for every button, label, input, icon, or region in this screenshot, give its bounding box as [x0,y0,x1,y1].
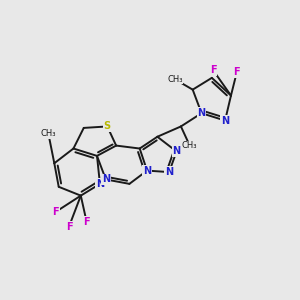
Text: CH₃: CH₃ [182,141,197,150]
Text: F: F [66,222,72,232]
Text: CH₃: CH₃ [167,75,183,84]
Text: F: F [233,67,240,77]
Text: N: N [102,174,110,184]
Text: F: F [83,217,90,227]
Text: N: N [221,116,229,126]
Text: N: N [172,146,181,157]
Text: N: N [197,108,206,118]
Text: F: F [52,207,59,217]
Text: N: N [165,167,173,177]
Text: CH₃: CH₃ [41,129,56,138]
Text: S: S [104,122,111,131]
Text: F: F [210,65,217,76]
Text: N: N [96,179,104,189]
Text: N: N [143,166,151,176]
